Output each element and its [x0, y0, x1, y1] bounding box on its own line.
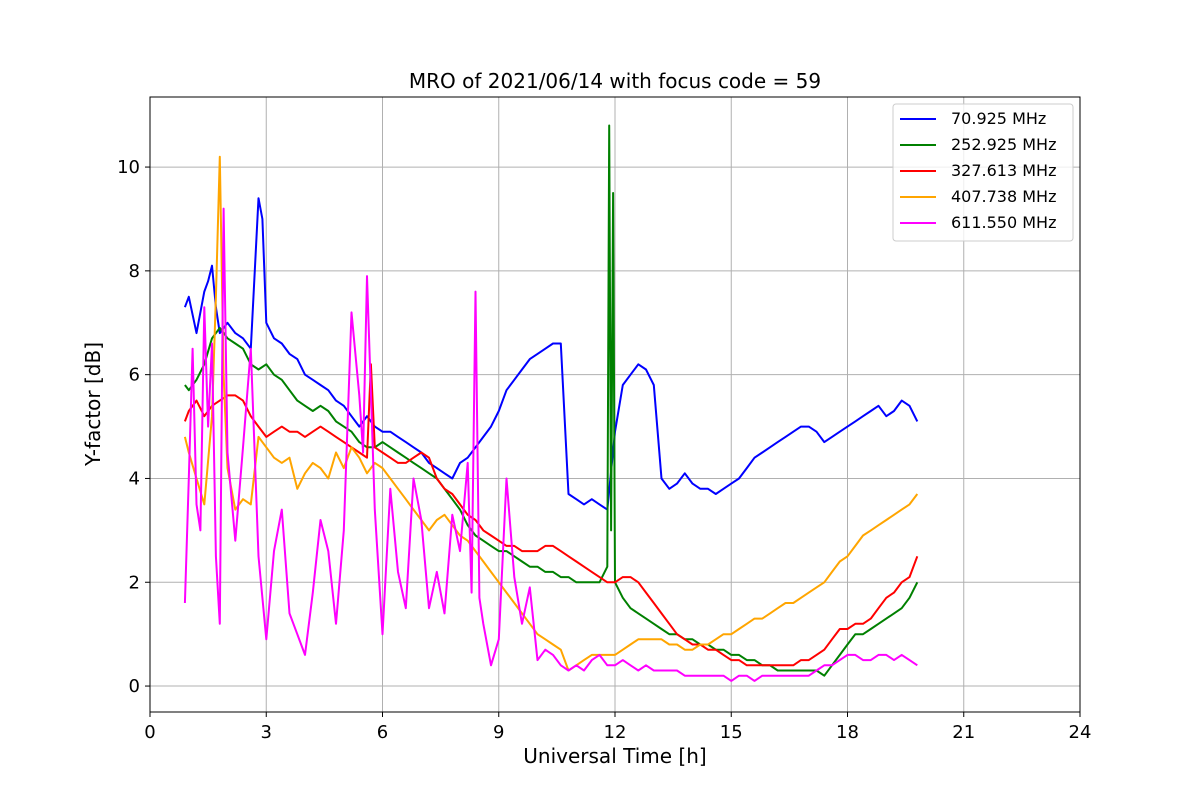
- series-line-2: [184, 124, 919, 677]
- x-tick-label: 9: [493, 722, 504, 743]
- series-line-1: [183, 197, 919, 511]
- series-line-5: [183, 207, 918, 682]
- series-layer: [183, 124, 919, 682]
- x-tick-label: 0: [144, 722, 155, 743]
- x-axis-label: Universal Time [h]: [523, 744, 706, 768]
- x-tick-label: 24: [1069, 722, 1092, 743]
- y-tick-label: 0: [129, 676, 140, 697]
- y-tick-label: 8: [129, 261, 140, 282]
- x-tick-label: 12: [604, 722, 627, 743]
- series-line-4: [183, 155, 919, 672]
- x-tick-label: 18: [836, 722, 859, 743]
- legend: 70.925 MHz 252.925 MHz 327.613 MHz 407.738 …: [892, 103, 1074, 242]
- x-tick-label: 15: [720, 722, 743, 743]
- chart-title: MRO of 2021/06/14 with focus code = 59: [409, 69, 821, 93]
- legend-label: 407.738 MHz: [951, 187, 1056, 206]
- y-axis-label: Y-factor [dB]: [81, 342, 105, 467]
- series-line-3: [183, 363, 919, 667]
- y-tick-label: 2: [129, 572, 140, 593]
- x-tick-label: 21: [952, 722, 975, 743]
- legend-label: 252.925 MHz: [951, 135, 1056, 154]
- y-tick-label: 6: [129, 365, 140, 386]
- x-tick-label: 3: [261, 722, 272, 743]
- y-tick-label: 10: [117, 157, 140, 178]
- legend-label: 327.613 MHz: [951, 161, 1056, 180]
- legend-label: 611.550 MHz: [951, 213, 1056, 232]
- x-tick-label: 6: [377, 722, 388, 743]
- legend-box: [892, 103, 1074, 242]
- y-tick-label: 4: [129, 468, 140, 489]
- legend-label: 70.925 MHz: [951, 109, 1046, 128]
